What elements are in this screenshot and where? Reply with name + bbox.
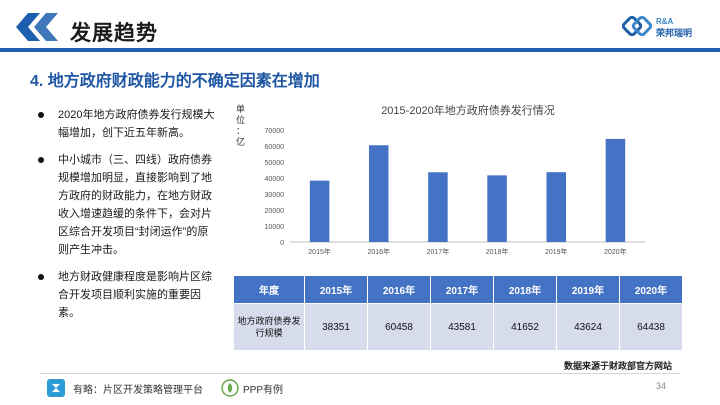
table-header-year: 2019年	[556, 275, 620, 304]
table-cell: 38351	[304, 303, 368, 351]
table-cell: 64438	[619, 303, 683, 351]
bullet-text: 地方财政健康程度是影响片区综合开发项目顺利实施的重要因素。	[58, 271, 212, 319]
bullet-text: 中小城市（三、四线）政府债券规模增加明显，直接影响到了地方政府的财政能力，在地方…	[58, 154, 212, 256]
bar	[368, 145, 389, 242]
bar	[309, 180, 330, 242]
brand-mark-icon	[621, 15, 653, 37]
y-axis-label: 单	[236, 103, 245, 114]
y-tick-label: 50000	[265, 160, 285, 167]
platform-logo-icon	[47, 379, 65, 397]
brand-name: 荣邦瑞明	[656, 28, 693, 38]
bullet-text: 2020年地方政府债券发行规模大幅增加，创下近五年新高。	[58, 109, 215, 139]
table-row-label: 地方政府债券发行规模	[233, 303, 305, 351]
header-divider	[0, 48, 720, 52]
y-tick-label: 20000	[265, 208, 285, 215]
y-tick-label: 60000	[265, 144, 285, 151]
x-tick-label: 2018年	[486, 247, 509, 256]
y-tick-label: 40000	[265, 176, 285, 183]
bar-chart-svg: 2015-2020年地方政府债券发行情况 单位：亿 0 10000 20000 30000…	[236, 103, 645, 256]
ppp-logo-icon	[221, 379, 239, 397]
page-header: 发展趋势 R&A 荣邦瑞明	[0, 0, 720, 56]
bar-chart: 2015-2020年地方政府债券发行情况 单位：亿 0 10000 20000 30000…	[230, 98, 660, 266]
page-number: 34	[655, 381, 666, 391]
y-axis-label: ：	[236, 126, 245, 136]
page-title: 发展趋势	[70, 22, 158, 45]
bar	[428, 172, 448, 242]
x-tick-label: 2017年	[427, 247, 450, 256]
y-tick-label: 30000	[265, 192, 285, 199]
y-tick-label: 70000	[265, 128, 285, 135]
table-cell: 43581	[430, 303, 494, 351]
table-header-year: 2018年	[493, 275, 557, 304]
brand-mark-text: R&A	[656, 17, 674, 26]
table-cell: 60458	[367, 303, 431, 351]
footer-divider	[40, 373, 680, 374]
table-cell: 43624	[556, 303, 620, 351]
bullet-item: 中小城市（三、四线）政府债券规模增加明显，直接影响到了地方政府的财政能力，在地方…	[36, 151, 216, 259]
table-header-year: 2020年	[619, 275, 683, 304]
table-header-label: 年度	[233, 275, 305, 304]
bar	[487, 175, 507, 242]
bullet-dot-icon	[38, 112, 44, 118]
footer-ppp-text: PPP有例	[243, 385, 284, 396]
data-source-note: 数据来源于财政部官方网站	[563, 361, 672, 371]
bullet-dot-icon	[38, 157, 44, 163]
table-cell: 41652	[493, 303, 557, 351]
bullet-dot-icon	[38, 274, 44, 280]
section-title: 4. 地方政府财政能力的不确定因素在增加	[30, 73, 320, 90]
table-header-year: 2017年	[430, 275, 494, 304]
data-table: 年度 2015年 2016年 2017年 2018年 2019年 2020年 地…	[233, 275, 683, 351]
table-row: 地方政府债券发行规模 38351 60458 43581 41652 43624…	[233, 303, 683, 351]
chart-title: 2015-2020年地方政府债券发行情况	[381, 103, 555, 117]
bar	[546, 172, 567, 242]
chevron-logo-icon	[16, 13, 58, 41]
table-header-row: 年度 2015年 2016年 2017年 2018年 2019年 2020年	[233, 275, 683, 304]
bullet-item: 2020年地方政府债券发行规模大幅增加，创下近五年新高。	[36, 106, 216, 142]
table-header-year: 2016年	[367, 275, 431, 304]
x-tick-label: 2015年	[308, 247, 331, 256]
bullet-item: 地方财政健康程度是影响片区综合开发项目顺利实施的重要因素。	[36, 268, 216, 322]
x-tick-label: 2019年	[545, 247, 568, 256]
brand-logo: R&A 荣邦瑞明	[621, 12, 706, 42]
bar	[605, 138, 626, 242]
x-tick-label: 2020年	[604, 247, 627, 256]
y-tick-label: 0	[280, 240, 284, 247]
y-tick-label: 10000	[265, 224, 285, 231]
y-axis-label: 亿	[236, 136, 245, 147]
y-axis-label: 位	[236, 114, 245, 125]
footer-platform-text: 有略：片区开发策略管理平台	[73, 385, 203, 396]
x-tick-label: 2016年	[367, 247, 390, 256]
bullet-list: 2020年地方政府债券发行规模大幅增加，创下近五年新高。 中小城市（三、四线）政…	[36, 106, 216, 331]
table-header-year: 2015年	[304, 275, 368, 304]
